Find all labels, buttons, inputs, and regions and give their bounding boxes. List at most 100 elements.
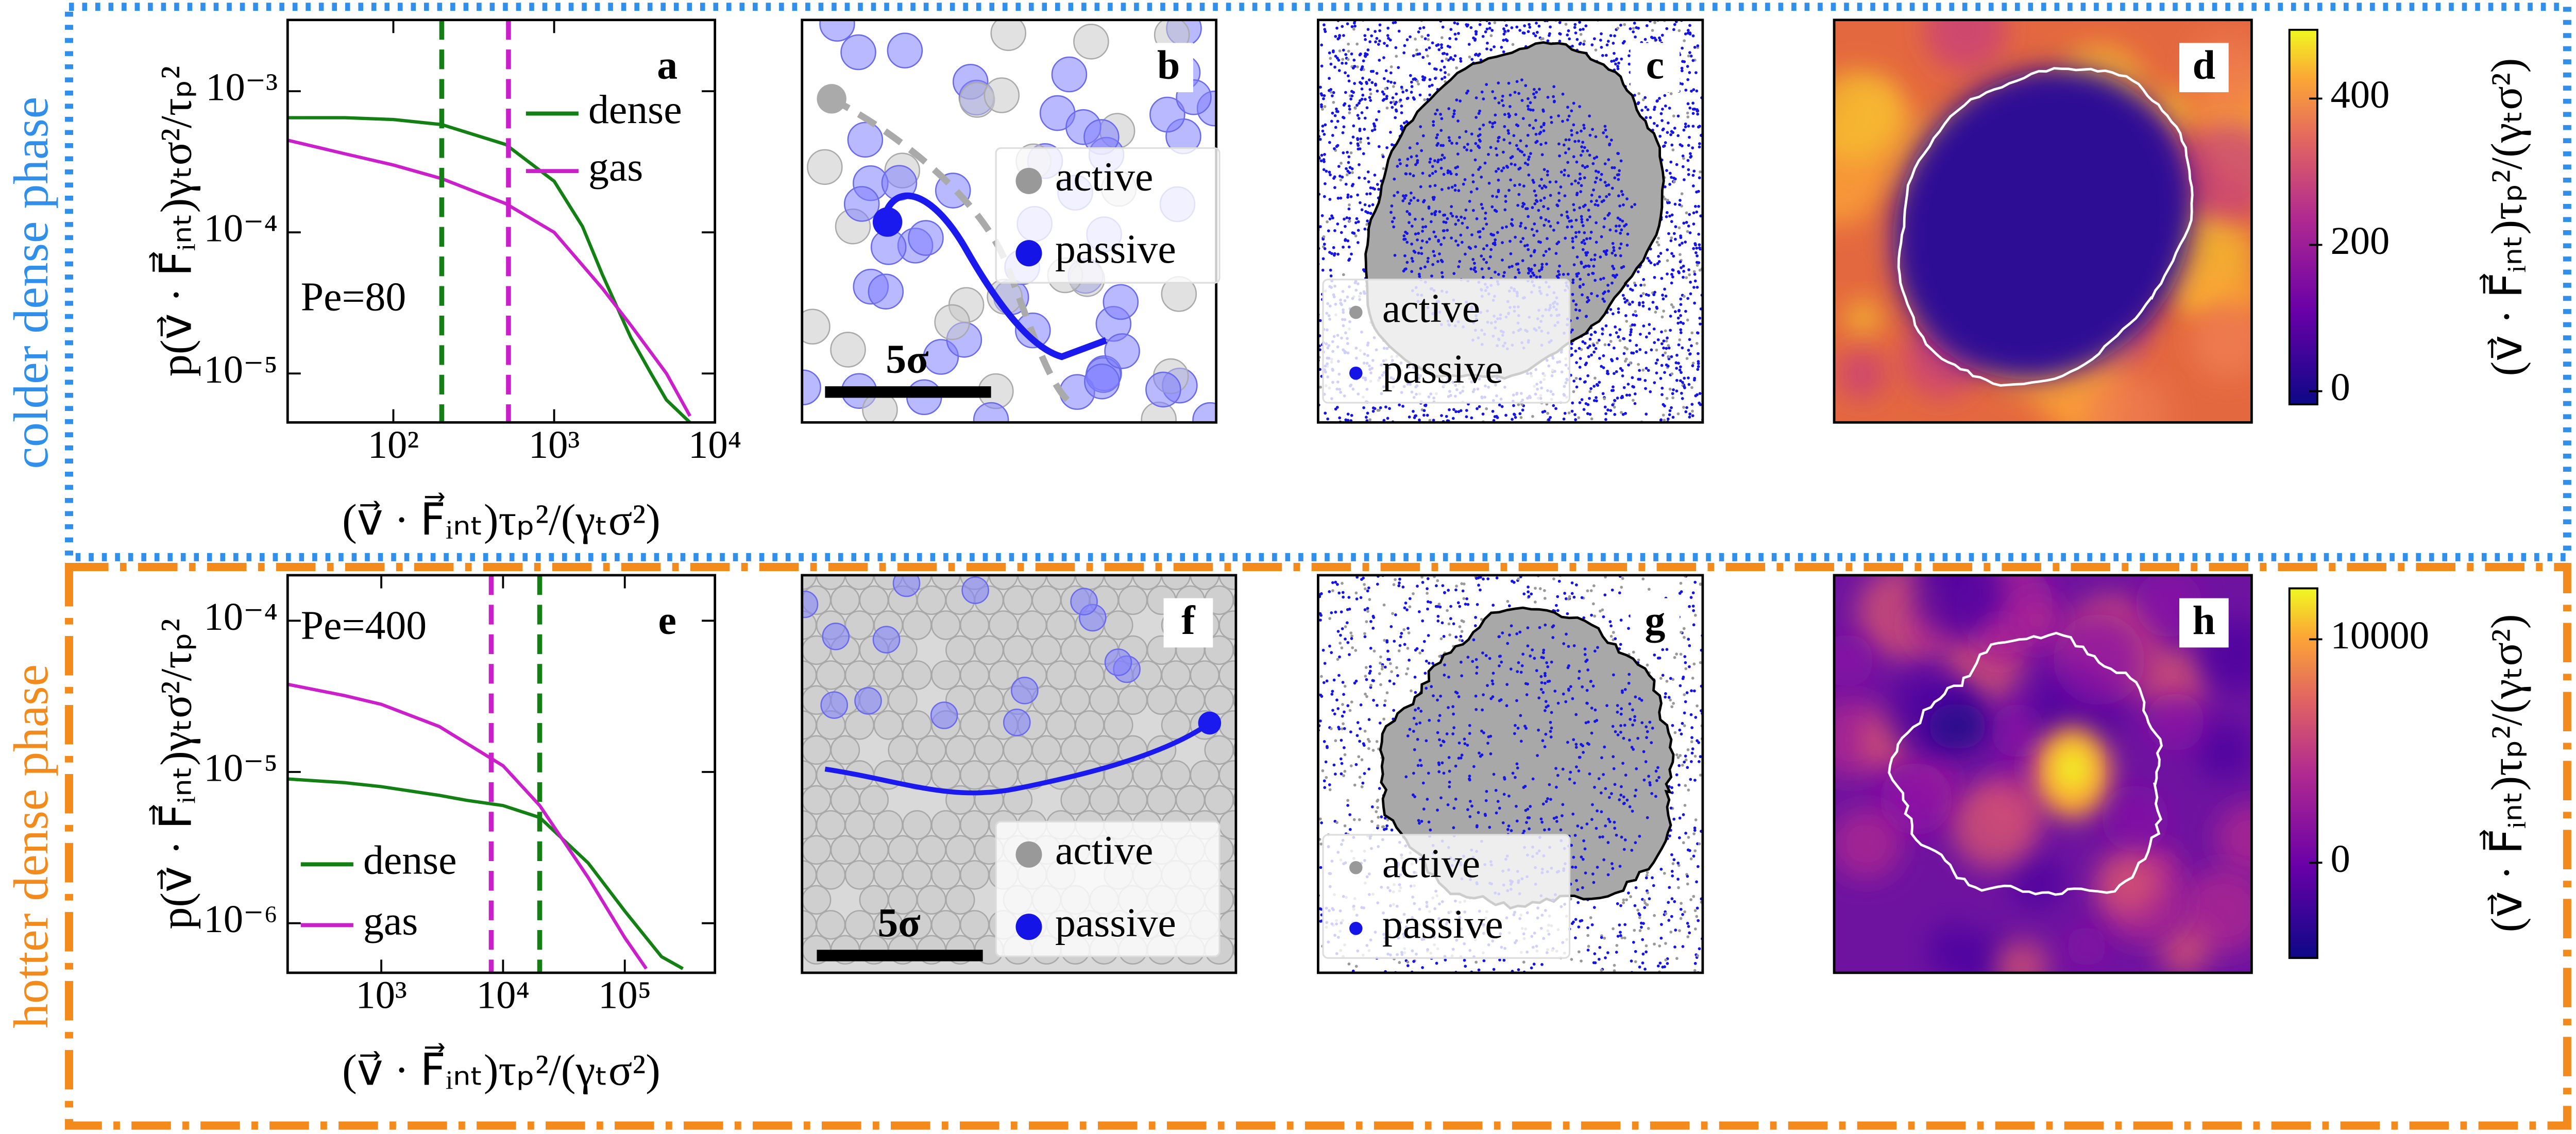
particle (1628, 393, 1631, 397)
particle (1571, 246, 1575, 249)
particle (1628, 54, 1631, 58)
particle (1620, 411, 1623, 414)
annotation: Pe=80 (301, 274, 406, 320)
particle (1418, 274, 1421, 278)
particle (1190, 575, 1220, 590)
particle (1526, 105, 1530, 108)
particle (1691, 125, 1695, 128)
heatmap (1834, 20, 2252, 423)
particle (1412, 409, 1415, 413)
particle (802, 575, 817, 590)
particle (1493, 415, 1497, 418)
particle (1421, 78, 1425, 81)
particle (1687, 376, 1690, 380)
particle (1369, 92, 1372, 96)
particle (802, 735, 832, 765)
particle (1393, 216, 1396, 220)
particle (1666, 131, 1669, 134)
particle (1427, 256, 1430, 260)
particle (1405, 608, 1409, 611)
particle (1428, 93, 1432, 97)
particle (1358, 101, 1361, 105)
particle (1529, 101, 1532, 105)
particle (1696, 109, 1699, 113)
particle (1617, 152, 1620, 156)
particle (1344, 239, 1347, 242)
particle (1104, 575, 1133, 590)
legend-marker (1349, 366, 1363, 380)
particle (844, 910, 875, 940)
particle (1475, 217, 1479, 220)
particle (1540, 263, 1544, 266)
particle (1609, 308, 1613, 311)
particle (1602, 225, 1606, 229)
particle (1509, 93, 1512, 97)
particle (1417, 82, 1420, 85)
particle (1640, 925, 1643, 929)
particle (1603, 405, 1607, 409)
particle (1544, 185, 1548, 189)
particle (1670, 897, 1674, 901)
particle (1648, 332, 1651, 335)
particle (844, 610, 875, 640)
particle (1617, 194, 1620, 198)
particle (1614, 62, 1617, 66)
particle (1552, 85, 1556, 89)
particle (1415, 48, 1418, 51)
particle (1596, 294, 1599, 298)
particle (1368, 665, 1372, 668)
particle (1351, 135, 1355, 139)
scale-bar (817, 950, 983, 961)
particle (1549, 25, 1552, 29)
particle (1471, 180, 1475, 184)
particle (1456, 601, 1460, 605)
particle (1660, 33, 1664, 37)
particle (1680, 371, 1683, 374)
particle (1574, 308, 1578, 312)
panel-label: c (1646, 43, 1664, 88)
particle (1514, 416, 1517, 419)
particle (1233, 691, 1236, 709)
particle (1553, 99, 1556, 103)
particle (1393, 254, 1397, 257)
particle (1606, 369, 1609, 373)
particle (1324, 30, 1327, 33)
particle (1679, 260, 1682, 264)
particle (1503, 271, 1506, 274)
particle (1475, 187, 1479, 191)
particle (1619, 242, 1623, 246)
particle (1464, 252, 1467, 256)
particle (1432, 120, 1435, 124)
particle (1321, 125, 1325, 128)
particle (1450, 185, 1454, 189)
particle (1587, 264, 1590, 268)
particle (1394, 578, 1397, 581)
particle (945, 885, 975, 915)
particle (1327, 89, 1331, 92)
particle (973, 402, 1009, 423)
particle (1426, 577, 1430, 580)
particle (1360, 66, 1364, 70)
particle (1616, 27, 1620, 30)
particle (1413, 250, 1417, 254)
particle (959, 910, 990, 940)
particle (1346, 150, 1349, 154)
particle (1669, 315, 1672, 318)
particle (1350, 25, 1354, 28)
particle (1377, 110, 1381, 113)
particle (1669, 239, 1673, 243)
particle (1410, 85, 1414, 88)
particle (1532, 32, 1535, 35)
particle (1118, 585, 1148, 615)
particle (1559, 185, 1563, 188)
particle (1323, 195, 1326, 198)
particle (1442, 213, 1445, 217)
particle (1403, 197, 1406, 200)
particle (1324, 123, 1327, 127)
particle (1649, 390, 1652, 393)
particle (1419, 267, 1422, 270)
particle (1641, 301, 1645, 304)
particle (1532, 234, 1536, 237)
particle (1606, 213, 1610, 217)
particle (816, 910, 846, 940)
